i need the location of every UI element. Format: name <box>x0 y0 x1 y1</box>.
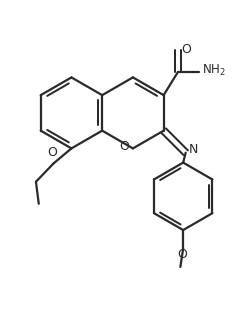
Text: O: O <box>182 43 191 56</box>
Text: O: O <box>120 141 129 154</box>
Text: N: N <box>189 143 198 156</box>
Text: O: O <box>47 146 57 159</box>
Text: O: O <box>177 248 187 261</box>
Text: NH$_2$: NH$_2$ <box>202 63 226 78</box>
